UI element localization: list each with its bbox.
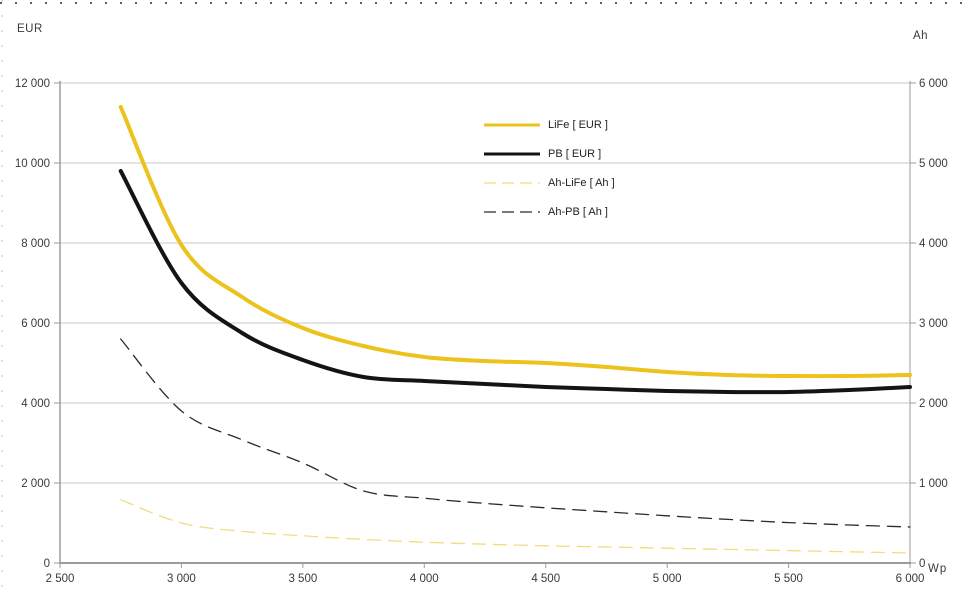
left-axis-title: EUR — [17, 23, 43, 35]
legend-line-sample — [484, 181, 540, 184]
x-axis-tick-label: 5 500 — [774, 573, 803, 585]
chart-legend: LiFe [ EUR ] PB [ EUR ] Ah-LiFe [ Ah ] Ah-P… — [484, 110, 615, 226]
legend-item: Ah-LiFe [ Ah ] — [484, 168, 615, 197]
legend-label: Ah-LiFe [ Ah ] — [548, 176, 615, 189]
right-axis-tick-label: 6 000 — [919, 78, 948, 90]
legend-label: LiFe [ EUR ] — [548, 118, 608, 131]
legend-label: Ah-PB [ Ah ] — [548, 205, 608, 218]
x-axis-tick-label: 3 000 — [167, 573, 196, 585]
dotted-border-left — [1, 0, 3, 590]
series-line-ah-pb — [120, 338, 911, 528]
x-axis-tick-label: 3 500 — [288, 573, 317, 585]
left-axis-tick-label: 2 000 — [21, 478, 50, 490]
dotted-border-top — [0, 2, 975, 4]
x-axis-tick-label: 5 000 — [653, 573, 682, 585]
right-axis-tick-label: 3 000 — [919, 318, 948, 330]
series-line-life — [118, 105, 912, 379]
x-axis-tick-label: 2 500 — [46, 573, 75, 585]
left-axis-tick-label: 0 — [44, 558, 50, 570]
x-axis-title: Wp — [928, 563, 948, 575]
legend-item: Ah-PB [ Ah ] — [484, 197, 615, 226]
right-axis-tick-label: 0 — [919, 558, 925, 570]
left-axis-tick-label: 6 000 — [21, 318, 50, 330]
legend-item: PB [ EUR ] — [484, 139, 615, 168]
legend-item: LiFe [ EUR ] — [484, 110, 615, 139]
left-axis-tick-label: 12 000 — [15, 78, 50, 90]
legend-line-sample — [484, 123, 540, 126]
series-line-ah-life — [120, 499, 911, 554]
right-axis-tick-label: 2 000 — [919, 398, 948, 410]
right-axis-tick-label: 1 000 — [919, 478, 948, 490]
series-line-pb — [118, 169, 912, 395]
left-axis-tick-label: 10 000 — [15, 158, 50, 170]
x-axis-tick-label: 6 000 — [896, 573, 925, 585]
right-axis-tick-label: 5 000 — [919, 158, 948, 170]
left-axis-tick-label: 8 000 — [21, 238, 50, 250]
left-axis-tick-label: 4 000 — [21, 398, 50, 410]
legend-line-sample — [484, 210, 540, 213]
right-axis-title: Ah — [913, 30, 929, 42]
legend-label: PB [ EUR ] — [548, 147, 602, 160]
x-axis-tick-label: 4 500 — [531, 573, 560, 585]
x-axis-tick-label: 4 000 — [410, 573, 439, 585]
right-axis-tick-label: 4 000 — [919, 238, 948, 250]
legend-line-sample — [484, 152, 540, 155]
